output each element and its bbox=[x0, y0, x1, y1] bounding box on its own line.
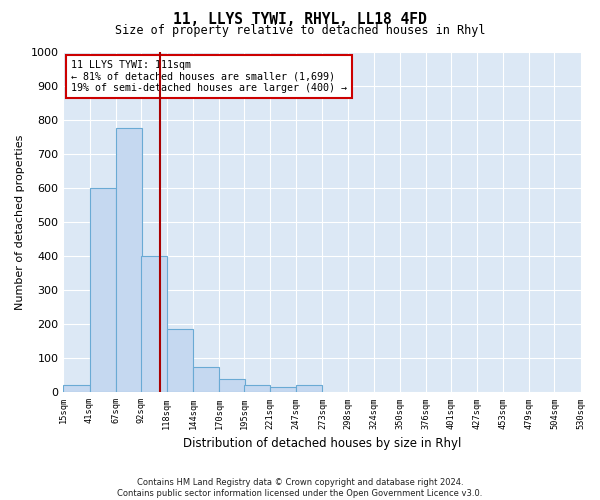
X-axis label: Distribution of detached houses by size in Rhyl: Distribution of detached houses by size … bbox=[183, 437, 461, 450]
Text: 11, LLYS TYWI, RHYL, LL18 4FD: 11, LLYS TYWI, RHYL, LL18 4FD bbox=[173, 12, 427, 28]
Bar bbox=[141, 256, 167, 392]
Bar bbox=[296, 386, 322, 392]
Y-axis label: Number of detached properties: Number of detached properties bbox=[15, 134, 25, 310]
Bar bbox=[167, 330, 193, 392]
Text: Size of property relative to detached houses in Rhyl: Size of property relative to detached ho… bbox=[115, 24, 485, 37]
Text: 11 LLYS TYWI: 111sqm
← 81% of detached houses are smaller (1,699)
19% of semi-de: 11 LLYS TYWI: 111sqm ← 81% of detached h… bbox=[71, 60, 347, 93]
Bar bbox=[219, 378, 245, 392]
Bar bbox=[244, 386, 270, 392]
Bar bbox=[193, 366, 219, 392]
Bar bbox=[64, 386, 89, 392]
Bar bbox=[116, 128, 142, 392]
Bar bbox=[89, 188, 116, 392]
Bar bbox=[270, 387, 296, 392]
Text: Contains HM Land Registry data © Crown copyright and database right 2024.
Contai: Contains HM Land Registry data © Crown c… bbox=[118, 478, 482, 498]
